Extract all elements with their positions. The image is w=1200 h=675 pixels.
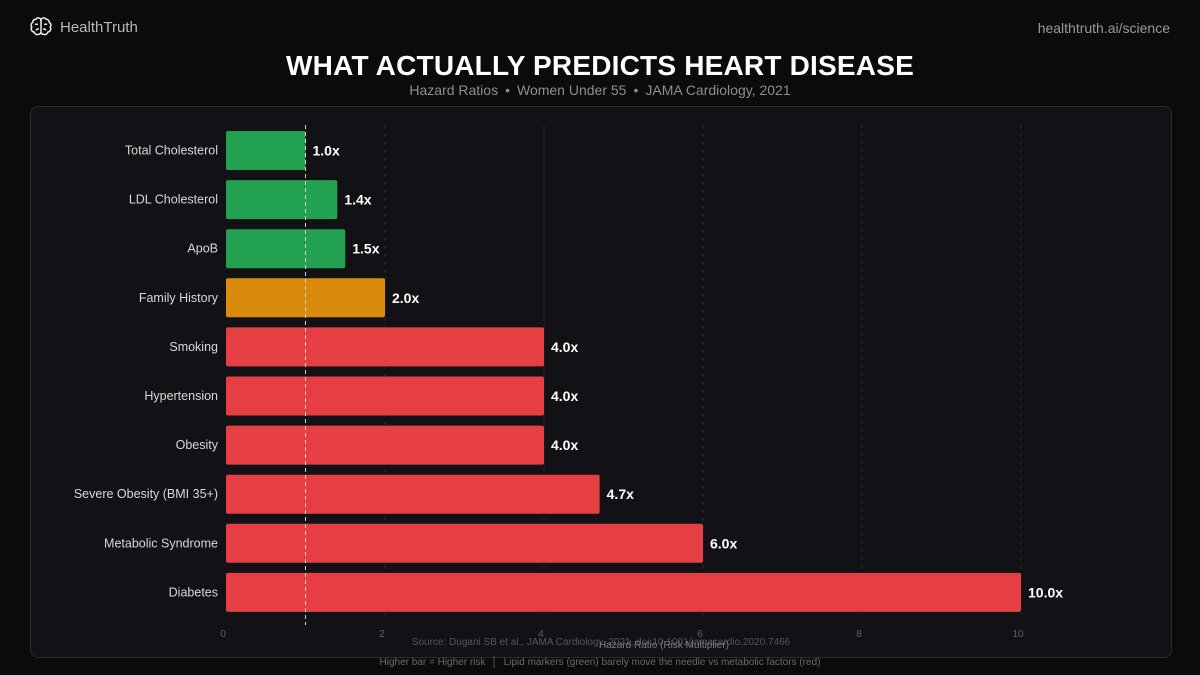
brand[interactable]: HealthTruth: [30, 16, 138, 38]
value-label: 4.0x: [551, 388, 578, 404]
subtitle-separator: •: [505, 82, 510, 98]
x-tick-label: 10: [1012, 629, 1024, 640]
subtitle-population: Women Under 55: [516, 82, 627, 98]
value-label: 2.0x: [392, 290, 419, 306]
footnote-right: Lipid markers (green) barely move the ne…: [503, 657, 821, 668]
category-label: Severe Obesity (BMI 35+): [74, 487, 218, 501]
category-label: Smoking: [169, 340, 218, 354]
value-label: 1.4x: [344, 192, 371, 208]
bar: [226, 425, 544, 465]
chart-panel: Total Cholesterol 1.0x LDL Cholesterol 1.4x…: [30, 106, 1172, 658]
footnote-left: Higher bar = Higher risk: [379, 657, 486, 668]
bar: [226, 180, 338, 220]
brand-name: HealthTruth: [60, 18, 138, 36]
subtitle-source: JAMA Cardiology, 2021: [645, 82, 791, 98]
value-label: 10.0x: [1028, 584, 1063, 600]
bar: [226, 229, 346, 269]
category-label: Family History: [139, 291, 219, 305]
bar: [226, 572, 1021, 612]
chart-title: WHAT ACTUALLY PREDICTS HEART DISEASE: [286, 50, 914, 81]
subtitle-separator: •: [633, 82, 639, 98]
category-label: LDL Cholesterol: [129, 193, 218, 207]
category-label: Total Cholesterol: [125, 144, 218, 158]
bar: [226, 376, 544, 416]
bar-chart: Total Cholesterol 1.0x LDL Cholesterol 1.4x…: [74, 125, 1063, 651]
category-label: Diabetes: [169, 585, 218, 599]
value-label: 1.5x: [352, 241, 379, 257]
category-label: ApoB: [187, 242, 218, 256]
site-link[interactable]: healthtruth.ai/science: [1037, 20, 1170, 36]
value-label: 1.0x: [313, 143, 340, 159]
value-label: 4.0x: [551, 339, 578, 355]
x-tick-label: 6: [697, 629, 703, 640]
x-tick-label: 4: [538, 629, 544, 640]
bar: [226, 278, 385, 318]
value-label: 4.0x: [551, 437, 578, 453]
bar: [226, 327, 544, 367]
source-note: Source: Dugani SB et al., JAMA Cardiolog…: [412, 637, 791, 648]
category-label: Obesity: [176, 438, 219, 452]
category-label: Metabolic Syndrome: [104, 536, 218, 550]
subtitle-metric: Hazard Ratios: [409, 82, 499, 98]
chart-subtitle: Hazard Ratios • Women Under 55 • JAMA Cardio…: [0, 82, 1200, 98]
footnote-separator: │: [491, 657, 498, 668]
bar: [226, 474, 600, 514]
x-axis-title: Hazard Ratio (Risk Multiplier): [599, 640, 729, 651]
category-label: Hypertension: [144, 389, 218, 403]
bar: [226, 131, 306, 170]
bar: [226, 523, 703, 563]
brain-logo-icon: [30, 17, 52, 36]
value-label: 4.7x: [607, 486, 634, 502]
x-tick-label: 0: [220, 629, 226, 640]
x-tick-label: 2: [379, 629, 385, 640]
x-tick-label: 8: [856, 629, 862, 640]
footnote: Higher bar = Higher risk │ Lipid markers (…: [0, 657, 1200, 668]
value-label: 6.0x: [710, 535, 737, 551]
